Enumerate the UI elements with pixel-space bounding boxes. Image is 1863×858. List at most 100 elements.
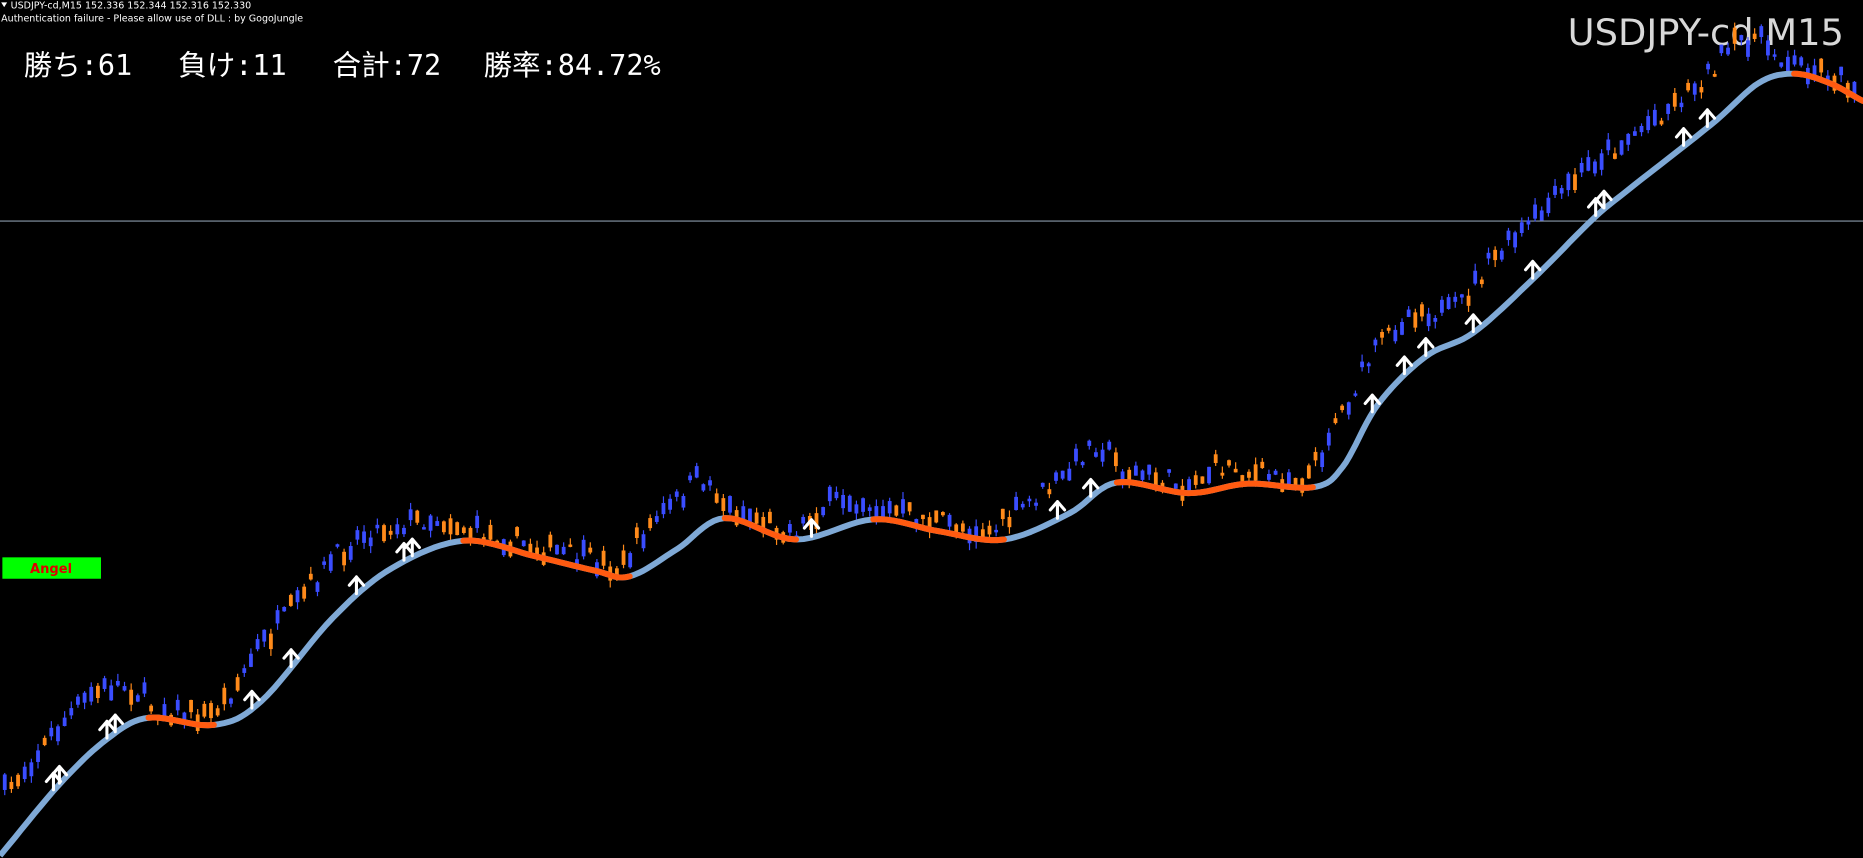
candle-body — [528, 543, 533, 553]
candle-body — [1074, 448, 1078, 462]
candle-body — [1406, 309, 1411, 317]
signal-arrows — [44, 108, 1717, 792]
candle-body — [162, 704, 167, 720]
candle-body — [1792, 55, 1797, 65]
angel-button-label[interactable]: Angel — [30, 562, 72, 577]
candle-body — [1559, 188, 1564, 194]
candle-body — [1087, 440, 1092, 446]
candle-body — [175, 699, 180, 711]
candle-body — [1499, 250, 1504, 260]
candle-body — [215, 708, 220, 716]
candle-body — [821, 507, 826, 516]
candle-body — [535, 547, 539, 556]
candle-body — [242, 668, 247, 673]
candle-body — [641, 534, 646, 549]
candle-body — [189, 699, 193, 713]
candle-body — [415, 510, 420, 523]
candle-body — [488, 524, 493, 540]
candle-body — [841, 494, 846, 509]
angel-button[interactable] — [2, 557, 101, 579]
candle-body — [1772, 54, 1777, 57]
candle-body — [268, 633, 273, 650]
candle-body — [295, 590, 300, 603]
candle-body — [89, 686, 94, 702]
candle-body — [1054, 472, 1058, 481]
candle-body — [288, 594, 293, 606]
candle-body — [634, 527, 639, 538]
candle-body — [1573, 174, 1577, 191]
candle-body — [694, 466, 699, 478]
candle-body — [515, 527, 519, 537]
candle-body — [1766, 40, 1770, 56]
candle-body — [202, 703, 207, 717]
candle-body — [1619, 140, 1624, 155]
candle-body — [1400, 322, 1404, 335]
candle-body — [960, 523, 965, 532]
candle-body — [708, 480, 712, 486]
candle-body — [1639, 125, 1644, 133]
candle-body — [1187, 479, 1191, 491]
candle-body — [1100, 449, 1105, 462]
candle-body — [1539, 210, 1544, 221]
candle-body — [561, 546, 566, 555]
candle-body — [1659, 120, 1664, 125]
candle-body — [235, 677, 240, 691]
candle-body — [1599, 153, 1604, 170]
candle-body — [435, 521, 440, 526]
candle-body — [1739, 35, 1744, 41]
candle-body — [1686, 82, 1691, 91]
candle-body — [834, 491, 839, 499]
candle-body — [102, 678, 107, 689]
candle-body — [348, 546, 353, 560]
candle-body — [621, 550, 626, 565]
candle-body — [1286, 472, 1291, 488]
candle-body — [661, 503, 666, 515]
up-arrow — [1674, 127, 1693, 147]
candle-body — [980, 529, 985, 540]
candle-body — [787, 524, 792, 533]
candle-body — [222, 687, 227, 705]
candle-body — [368, 537, 373, 547]
candle-body — [681, 496, 686, 508]
candle-body — [1613, 153, 1617, 159]
candle-body — [907, 502, 912, 512]
ma-falling — [870, 516, 1007, 544]
candle-body — [1267, 474, 1271, 480]
candle-body — [1380, 331, 1384, 338]
up-arrow — [1082, 478, 1100, 498]
ma-falling — [460, 537, 633, 581]
candle-body — [901, 499, 905, 514]
candle-body — [581, 539, 586, 557]
candle-body — [1393, 329, 1398, 342]
up-arrow — [1417, 337, 1435, 357]
candle-body — [827, 486, 832, 502]
candle-body — [1812, 65, 1817, 77]
candle-body — [1666, 103, 1671, 114]
candle-body — [1586, 157, 1591, 171]
candle-body — [1852, 81, 1857, 96]
candle-body — [355, 530, 360, 540]
candle-body — [1000, 508, 1005, 520]
candle-body — [275, 610, 280, 624]
candle-body — [941, 512, 945, 516]
candle-body — [441, 521, 446, 533]
candle-body — [308, 573, 313, 580]
candle-body — [1293, 477, 1298, 490]
candle-body — [1652, 109, 1657, 126]
menu-triangle[interactable] — [1, 2, 8, 8]
candle-body — [721, 498, 726, 512]
candle-body — [375, 524, 380, 529]
candle-body — [874, 506, 879, 518]
candle-body — [2, 774, 7, 790]
candle-body — [801, 516, 806, 524]
candle-body — [1373, 339, 1378, 346]
up-arrow — [347, 575, 366, 596]
candle-body — [1147, 464, 1152, 475]
candle-body — [1446, 297, 1451, 309]
candle-body — [1127, 469, 1132, 483]
candle-body — [62, 717, 67, 727]
candle-body — [887, 501, 892, 514]
candle-body — [934, 510, 939, 523]
